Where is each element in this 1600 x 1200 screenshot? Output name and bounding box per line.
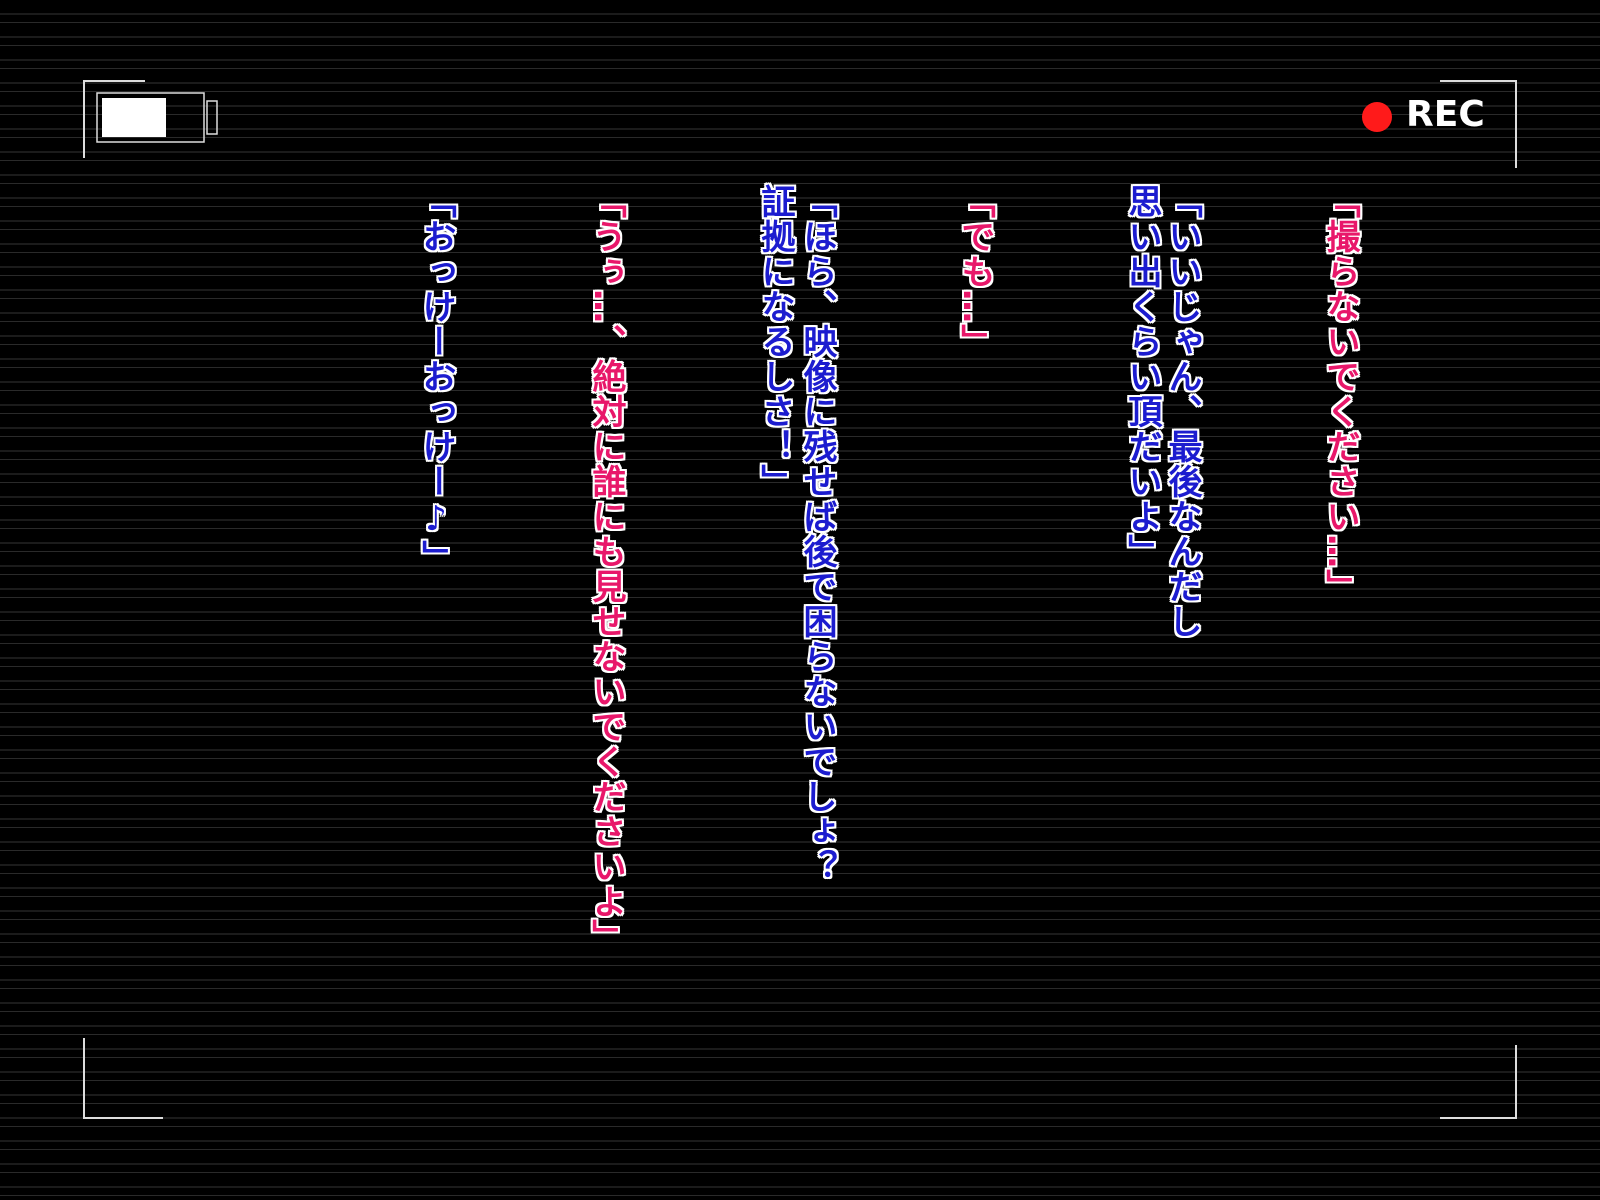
corner bbox=[1440, 80, 1517, 168]
rec-indicator bbox=[1362, 102, 1392, 132]
corner bbox=[83, 1038, 163, 1119]
dialogue-line: 「いいじゃん、最後なんだし bbox=[1162, 184, 1202, 639]
corner bbox=[1440, 1045, 1517, 1119]
dialogue-line: 「ほら、映像に残せば後で困らないでしょ？ bbox=[797, 184, 837, 884]
dialogue-line: 証拠になるしさ！」 bbox=[755, 184, 795, 499]
dialogue-line: 「うぅ…、絶対に誰にも見せないでくださいよ」 bbox=[586, 184, 626, 954]
dialogue-line: 「撮らないでください…」 bbox=[1320, 184, 1360, 604]
battery-level bbox=[102, 98, 166, 137]
dialogue-line: 「でも…」 bbox=[955, 184, 995, 359]
battery bbox=[96, 92, 205, 143]
battery-tip bbox=[206, 100, 218, 135]
dialogue-line: 思い出くらい頂だいよ」 bbox=[1122, 184, 1162, 569]
corner bbox=[83, 80, 145, 158]
rec-label: REC bbox=[1406, 94, 1485, 135]
dialogue-line: 「おっけーおっけー♪」 bbox=[416, 184, 456, 575]
